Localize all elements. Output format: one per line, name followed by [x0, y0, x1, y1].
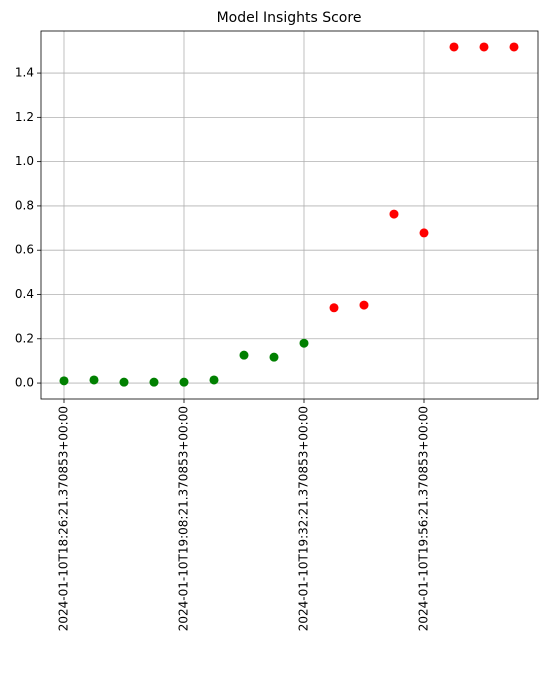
point — [359, 300, 369, 310]
x-tick-label: 2024-01-10T18:26:21.370853+00:00 — [57, 406, 71, 631]
point — [209, 375, 219, 385]
y-tick-label: 1.4 — [15, 66, 34, 80]
point — [269, 352, 279, 362]
x-tick-label: 2024-01-10T19:56:21.370853+00:00 — [417, 406, 431, 631]
y-tick-label: 0.2 — [15, 331, 34, 345]
point — [239, 350, 249, 360]
point — [389, 209, 399, 219]
point — [509, 42, 519, 52]
plot-frame — [40, 30, 539, 400]
point — [119, 377, 129, 387]
x-tick-label: 2024-01-10T19:32:21.370853+00:00 — [297, 406, 311, 631]
y-tick-label: 0.0 — [15, 376, 34, 390]
point — [59, 376, 69, 386]
y-tick-label: 1.2 — [15, 110, 34, 124]
point — [299, 338, 309, 348]
y-tick-label: 0.4 — [15, 287, 34, 301]
point — [449, 42, 459, 52]
y-tick-label: 0.8 — [15, 198, 34, 212]
point — [89, 375, 99, 385]
point — [179, 377, 189, 387]
point — [479, 42, 489, 52]
point — [419, 228, 429, 238]
point — [149, 377, 159, 387]
y-tick-label: 0.6 — [15, 243, 34, 257]
point — [329, 303, 339, 313]
chart-title: Model Insights Score — [217, 10, 362, 26]
y-tick-label: 1.0 — [15, 154, 34, 168]
x-tick-label: 2024-01-10T19:08:21.370853+00:00 — [177, 406, 191, 631]
